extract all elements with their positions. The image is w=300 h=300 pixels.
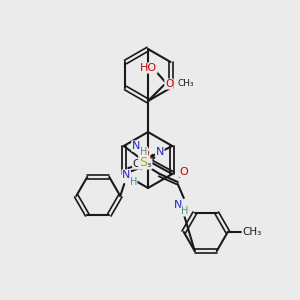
Text: CH₃: CH₃ bbox=[133, 159, 152, 169]
Text: N: N bbox=[122, 170, 130, 180]
Text: O: O bbox=[179, 167, 188, 177]
Text: N: N bbox=[156, 147, 164, 157]
Text: CH₃: CH₃ bbox=[242, 227, 261, 237]
Text: O: O bbox=[141, 149, 150, 159]
Text: N: N bbox=[174, 200, 182, 210]
Text: H: H bbox=[181, 206, 188, 216]
Text: H: H bbox=[130, 177, 137, 187]
Text: H: H bbox=[140, 147, 148, 157]
Text: O: O bbox=[165, 79, 173, 89]
Text: CH₃: CH₃ bbox=[177, 80, 194, 88]
Text: N: N bbox=[132, 141, 140, 151]
Text: S: S bbox=[139, 155, 147, 169]
Text: HO: HO bbox=[140, 63, 157, 73]
